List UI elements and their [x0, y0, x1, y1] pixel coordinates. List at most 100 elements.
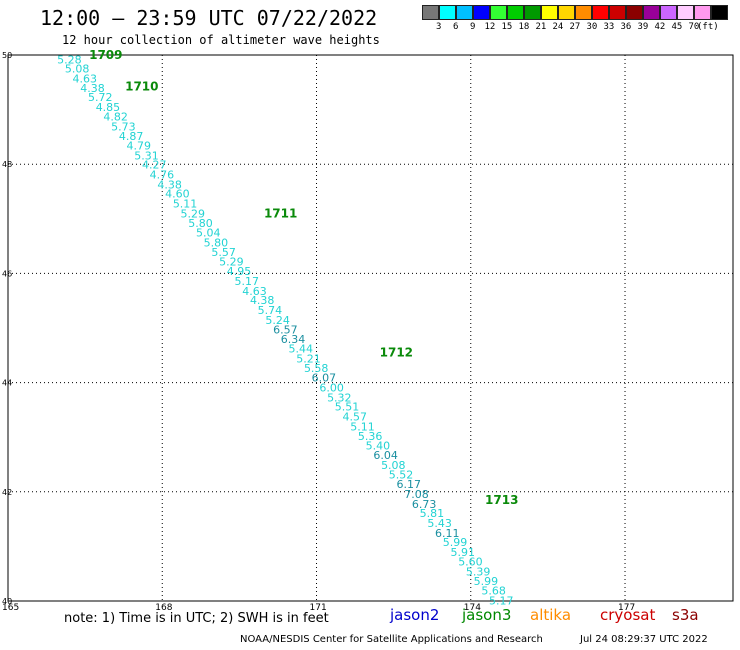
scale-swatch [711, 5, 728, 20]
lon-label: 171 [310, 603, 327, 613]
pass-time-label: 1713 [485, 493, 518, 507]
wave-height-value: 5.29 [181, 207, 206, 220]
scale-tick-label: 9 [470, 22, 476, 32]
lon-label: 168 [155, 603, 172, 613]
scale-swatch [592, 5, 609, 20]
lon-label: 177 [618, 603, 635, 613]
lon-label: 165 [2, 603, 19, 613]
wave-height-value: 6.07 [312, 372, 337, 385]
wave-height-value: 5.43 [427, 517, 452, 530]
wave-height-value: 6.11 [435, 527, 460, 540]
wave-height-value: 6.04 [373, 449, 398, 462]
wave-height-value: 5.74 [258, 304, 283, 317]
wave-height-value: 5.99 [443, 536, 468, 549]
lon-label: 174 [464, 603, 481, 613]
wave-height-value: 4.57 [343, 410, 368, 423]
lat-label: 44 [2, 379, 12, 388]
satellite-jason3-label: jason3 [462, 606, 512, 624]
chart-title: 12:00 – 23:59 UTC 07/22/2022 [40, 6, 378, 30]
scale-tick-label: 18 [518, 22, 530, 32]
credit-text: NOAA/NESDIS Center for Satellite Applica… [240, 634, 543, 645]
pass-time-label: 1711 [264, 206, 297, 220]
scale-tick-label: 27 [569, 22, 581, 32]
pass-time-label: 1712 [380, 346, 413, 360]
scale-swatch [558, 5, 575, 20]
wave-height-value: 5.11 [173, 198, 198, 211]
wave-height-value: 6.73 [412, 498, 437, 511]
wave-height-value: 5.31 [134, 149, 159, 162]
pass-time-label: 1710 [125, 80, 158, 94]
wave-height-value: 5.60 [458, 556, 483, 569]
scale-swatch [575, 5, 592, 20]
wave-height-value: 4.79 [127, 140, 152, 153]
scale-swatch [694, 5, 711, 20]
map-frame [7, 54, 734, 602]
wave-height-value: 4.38 [80, 82, 105, 95]
generated-timestamp: Jul 24 08:29:37 UTC 2022 [580, 634, 708, 645]
wave-height-value: 4.76 [150, 169, 175, 182]
wave-height-value: 5.99 [474, 575, 499, 588]
scale-tick-label: 24 [552, 22, 564, 32]
scale-tick-label: 12 [484, 22, 496, 32]
wave-height-value: 5.36 [358, 430, 383, 443]
wave-height-value: 5.57 [211, 246, 236, 259]
wave-height-value: 5.11 [350, 420, 375, 433]
wave-height-value: 5.04 [196, 226, 221, 239]
wave-height-value: 6.00 [319, 382, 344, 395]
scale-swatch [677, 5, 694, 20]
wave-height-value: 5.28 [57, 53, 82, 66]
wave-height-value: 5.21 [296, 353, 321, 366]
scale-tick-label: 42 [654, 22, 666, 32]
wave-height-value: 4.85 [96, 101, 121, 114]
scale-swatch [626, 5, 643, 20]
pass-time-label: 1709 [89, 48, 122, 62]
scale-tick-label: 39 [637, 22, 649, 32]
wave-height-value: 4.38 [157, 178, 182, 191]
color-scale-bar [422, 5, 728, 20]
wave-height-value: 5.24 [265, 314, 290, 327]
lat-label: 46 [2, 269, 12, 278]
wave-height-value: 5.58 [304, 362, 329, 375]
scale-unit: (ft) [697, 22, 719, 32]
wave-height-value: 5.80 [204, 236, 229, 249]
scale-tick-label: 15 [501, 22, 513, 32]
scale-tick-label: 33 [603, 22, 615, 32]
lat-label: 48 [2, 160, 12, 169]
wave-height-value: 4.60 [165, 188, 190, 201]
satellite-cryosat-label: cryosat [600, 606, 656, 624]
scale-swatch [490, 5, 507, 20]
scale-swatch [473, 5, 490, 20]
scale-swatch [422, 5, 439, 20]
scale-tick-label: 3 [436, 22, 442, 32]
lat-label: 50 [2, 51, 12, 60]
wave-height-value: 6.57 [273, 324, 298, 337]
satellite-s3a-label: s3a [672, 606, 699, 624]
wave-height-value: 4.27 [142, 159, 167, 172]
wave-height-value: 4.87 [119, 130, 144, 143]
scale-swatch [439, 5, 456, 20]
scale-swatch [609, 5, 626, 20]
wave-height-value: 5.29 [219, 255, 244, 268]
wave-height-value: 4.38 [250, 294, 275, 307]
wave-height-value: 5.39 [466, 566, 491, 579]
wave-height-value: 5.73 [111, 121, 136, 134]
scale-tick-label: 6 [453, 22, 459, 32]
scale-tick-label: 21 [535, 22, 547, 32]
lat-label: 42 [2, 488, 12, 497]
scale-tick-label: 70 [688, 22, 700, 32]
scale-swatch [541, 5, 558, 20]
wave-height-value: 6.34 [281, 333, 306, 346]
wave-height-value: 5.08 [381, 459, 406, 472]
wave-height-value: 5.44 [289, 343, 314, 356]
scale-swatch [456, 5, 473, 20]
wave-height-value: 5.17 [235, 275, 260, 288]
wave-height-value: 6.17 [396, 478, 421, 491]
scale-swatch [524, 5, 541, 20]
wave-height-value: 5.17 [489, 594, 514, 607]
wave-height-value: 5.68 [481, 585, 506, 598]
satellite-altika-label: altika [530, 606, 572, 624]
wave-height-value: 5.72 [88, 91, 113, 104]
wave-height-value: 5.40 [366, 439, 391, 452]
scale-tick-label: 36 [620, 22, 632, 32]
